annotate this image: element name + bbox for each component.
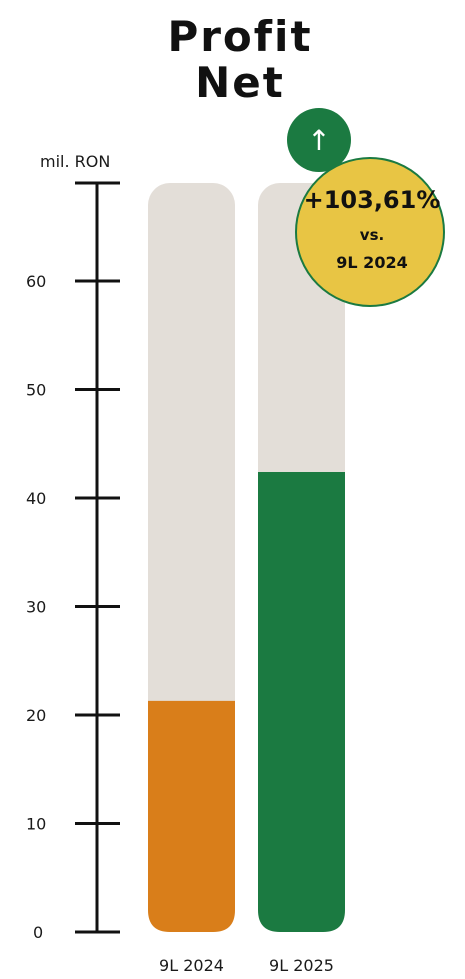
y-axis: 0 10 20 30 40 50 60 <box>26 181 120 942</box>
category-label: 9L 2024 <box>159 956 224 975</box>
badge-circle <box>295 157 445 307</box>
y-tick-label: 50 <box>26 381 46 400</box>
y-tick-label: 40 <box>26 489 46 508</box>
y-tick-label: 10 <box>26 815 46 834</box>
bar <box>258 471 345 932</box>
chart-title-line-1: Profit <box>167 12 313 61</box>
arrow-circle <box>287 108 351 172</box>
change-badge: +103,61% vs. 9L 2024 ↑ <box>287 108 445 307</box>
bars <box>148 471 345 932</box>
up-arrow-icon: ↑ <box>307 124 330 157</box>
category-labels: 9L 2024 9L 2025 <box>159 956 334 975</box>
chart-title-line-2: Net <box>195 58 285 107</box>
y-axis-unit-label: mil. RON <box>40 152 110 171</box>
bar <box>148 700 235 932</box>
badge-percent: +103,61% <box>304 186 441 214</box>
y-tick-label: 30 <box>26 598 46 617</box>
y-tick-label: 0 <box>33 923 43 942</box>
badge-period: 9L 2024 <box>336 253 407 272</box>
badge-vs: vs. <box>360 226 384 244</box>
y-tick-label: 20 <box>26 706 46 725</box>
category-label: 9L 2025 <box>269 956 334 975</box>
y-tick-label: 60 <box>26 272 46 291</box>
